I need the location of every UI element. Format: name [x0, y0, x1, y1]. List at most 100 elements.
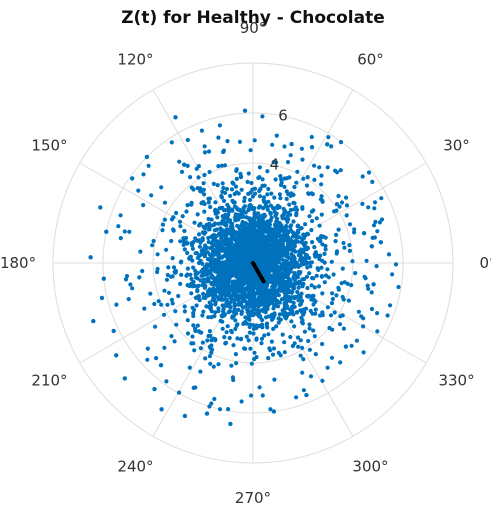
scatter-point: [220, 326, 225, 331]
scatter-point: [360, 201, 365, 206]
scatter-point: [185, 163, 190, 168]
scatter-point: [196, 175, 201, 180]
scatter-point: [153, 324, 158, 329]
scatter-point: [248, 250, 253, 255]
scatter-point: [242, 346, 247, 351]
scatter-point: [195, 186, 200, 191]
scatter-point: [136, 188, 141, 193]
scatter-point: [264, 236, 269, 241]
scatter-point: [309, 134, 314, 140]
radial-tick-label: 4: [270, 156, 280, 174]
scatter-point: [280, 233, 285, 238]
scatter-point: [166, 290, 172, 295]
outlier-point: [204, 411, 210, 416]
scatter-point: [269, 317, 275, 322]
scatter-point: [289, 319, 294, 324]
scatter-point: [182, 309, 187, 314]
scatter-point: [320, 378, 325, 383]
scatter-point: [216, 135, 221, 140]
scatter-point: [210, 259, 215, 265]
scatter-point: [311, 297, 317, 302]
scatter-point: [185, 137, 190, 143]
scatter-point: [230, 228, 235, 233]
scatter-point: [179, 169, 185, 174]
scatter-point: [298, 295, 303, 300]
scatter-point: [265, 169, 270, 174]
scatter-point: [156, 299, 161, 304]
scatter-point: [221, 284, 226, 289]
scatter-point: [361, 324, 366, 329]
scatter-point: [192, 348, 197, 353]
outlier-point: [182, 413, 188, 419]
scatter-point: [244, 225, 249, 230]
outlier-point: [130, 176, 135, 181]
angle-tick-label: 270°: [235, 489, 271, 506]
scatter-point: [164, 379, 169, 384]
scatter-point: [309, 209, 314, 214]
scatter-point: [306, 338, 311, 344]
scatter-point: [226, 272, 231, 277]
scatter-point: [344, 195, 349, 200]
scatter-point: [314, 273, 319, 278]
scatter-point: [238, 337, 243, 342]
scatter-point: [181, 242, 186, 247]
scatter-point: [239, 187, 244, 192]
scatter-point: [130, 286, 135, 291]
scatter-point: [269, 339, 274, 344]
scatter-point: [219, 291, 224, 296]
scatter-point: [222, 163, 228, 168]
scatter-point: [292, 324, 297, 329]
scatter-point: [274, 324, 279, 329]
scatter-point: [270, 352, 276, 357]
scatter-point: [247, 203, 252, 208]
scatter-point: [200, 313, 205, 318]
scatter-point: [291, 300, 296, 306]
scatter-point: [170, 301, 175, 306]
scatter-point: [275, 279, 280, 284]
scatter-point: [207, 169, 212, 175]
scatter-point: [207, 354, 212, 359]
scatter-point: [301, 312, 306, 317]
scatter-point: [216, 164, 221, 169]
scatter-point: [288, 224, 293, 230]
scatter-point: [150, 243, 155, 248]
scatter-point: [268, 288, 273, 293]
scatter-point: [193, 295, 198, 300]
outlier-point: [325, 142, 330, 147]
scatter-point: [329, 355, 335, 360]
scatter-point: [260, 114, 265, 119]
scatter-point: [277, 312, 282, 317]
scatter-point: [256, 217, 261, 222]
scatter-point: [154, 356, 159, 361]
scatter-point: [304, 183, 310, 188]
scatter-point: [278, 317, 283, 322]
scatter-point: [296, 298, 301, 303]
scatter-point: [233, 184, 239, 189]
scatter-point: [292, 241, 297, 247]
scatter-point: [290, 343, 295, 349]
scatter-point: [277, 192, 282, 197]
scatter-point: [239, 309, 244, 314]
scatter-point: [299, 146, 304, 151]
scatter-point: [226, 212, 231, 218]
scatter-point: [263, 315, 269, 320]
scatter-point: [190, 258, 195, 263]
scatter-point: [251, 236, 256, 241]
scatter-point: [353, 271, 358, 276]
scatter-point: [300, 345, 305, 350]
scatter-point: [238, 256, 243, 261]
scatter-point: [347, 222, 353, 227]
scatter-point: [219, 163, 224, 168]
scatter-point: [174, 322, 179, 327]
scatter-point: [342, 245, 347, 250]
scatter-point: [317, 257, 322, 262]
scatter-point: [294, 395, 299, 400]
scatter-point: [202, 172, 207, 178]
scatter-point: [189, 185, 194, 190]
scatter-point: [213, 300, 218, 305]
scatter-point: [261, 224, 266, 229]
scatter-point: [307, 322, 312, 327]
scatter-point: [177, 219, 183, 224]
scatter-point: [260, 288, 265, 294]
scatter-point: [138, 249, 143, 254]
